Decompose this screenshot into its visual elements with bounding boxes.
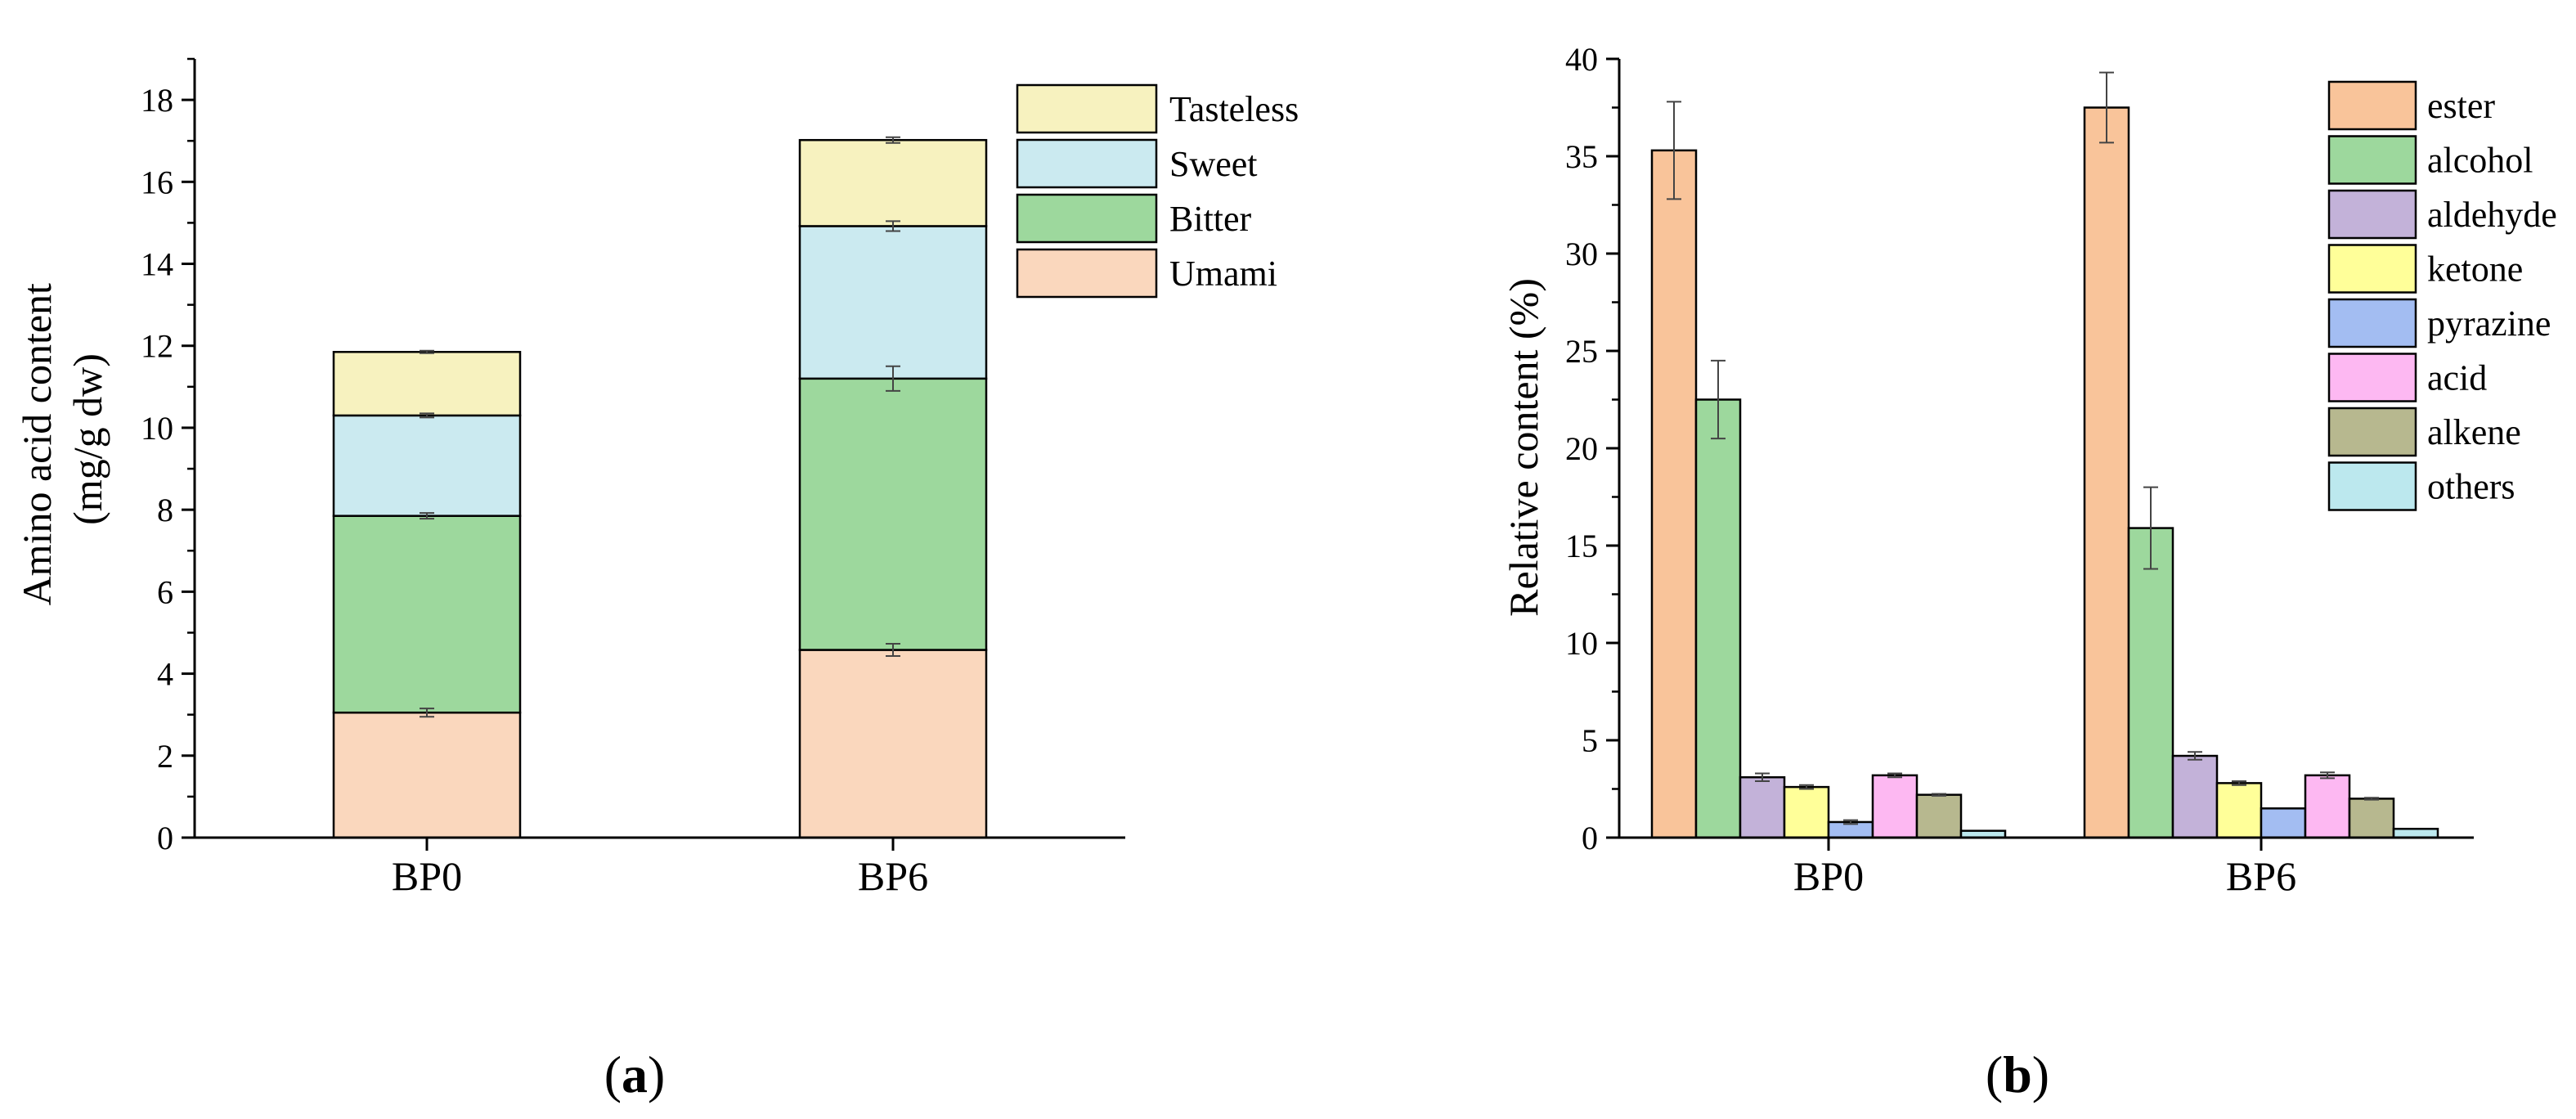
bar-bp0-sweet [332,414,522,517]
bar-bp6-alcohol [2127,527,2174,839]
panel-a-y-axis-title-line2: (mg/g dw) [65,353,110,525]
bar-bp0-aldehyde [1739,775,1786,839]
legend-swatch-others [2327,461,2417,511]
x-tick-label-bp0: BP0 [1793,853,1864,899]
panel-b-axes: 0 5 10 15 20 25 30 35 40 BP0 BP6 [1565,41,2474,899]
legend-swatch-alcohol [2327,135,2417,185]
legend-label-pyrazine: pyrazine [2427,303,2551,344]
legend-swatch-ester [2327,80,2417,131]
y-tick-label: 5 [1582,722,1598,759]
y-tick-label: 8 [157,492,173,528]
legend-swatch-alkene [2327,407,2417,457]
y-tick-label: 35 [1565,138,1598,175]
bar-bp6-ketone [2215,782,2263,839]
legend-label-sweet: Sweet [1169,144,1258,184]
bar-bp6-ester [2083,106,2130,839]
legend-label-ketone: ketone [2427,249,2523,290]
panel-a-axes: 0 2 4 6 8 10 12 14 16 18 BP0 BP6 [141,57,1125,899]
panel-a-label: (a) [604,1045,666,1103]
bar-bp6-alkene [2348,798,2395,839]
panel-b-y-axis-title: Relative content (%) [1501,278,1546,617]
y-tick-label: 0 [157,820,173,856]
panel-b-error-bars [1667,71,2379,825]
y-tick-label: 40 [1565,41,1598,78]
legend-swatch-tasteless [1016,83,1158,134]
y-tick-label: 10 [1565,625,1598,662]
x-tick-label-bp6: BP6 [2226,853,2296,899]
bar-bp6-tasteless [798,138,988,227]
bar-bp6-aldehyde [2171,754,2219,839]
panel-b-chart: 0 5 10 15 20 25 30 35 40 BP0 BP6 ester alcohol aldeh… [1501,41,2557,1103]
legend-label-acid: acid [2427,358,2487,398]
bar-bp6-sweet [798,225,988,380]
panel-a-chart: 0 2 4 6 8 10 12 14 16 18 BP0 BP6 Tasteless Sweet Bitt… [14,57,1299,1103]
y-tick-label: 14 [141,246,173,283]
bar-bp0-umami [332,711,522,839]
legend-label-alcohol: alcohol [2427,141,2533,181]
panel-a-error-bars [420,136,900,718]
y-tick-label: 0 [1582,820,1598,856]
bar-bp6-umami [798,649,988,839]
legend-swatch-bitter [1016,193,1158,244]
panel-a-bars [332,138,988,839]
bar-bp0-alkene [1915,793,1963,839]
legend-label-alkene: alkene [2427,412,2521,452]
legend-label-umami: Umami [1169,254,1277,294]
bar-bp6-acid [2304,774,2351,839]
panel-a-label-letter: a [622,1045,648,1103]
bar-bp0-bitter [332,515,522,714]
bar-bp6-others [2392,828,2439,839]
x-tick-label-bp0: BP0 [392,853,462,899]
legend-label-ester: ester [2427,86,2495,126]
panel-b-label: (b) [1986,1045,2049,1103]
bar-bp0-acid [1871,774,1919,839]
legend-swatch-ketone [2327,244,2417,294]
y-tick-label: 20 [1565,430,1598,467]
y-tick-label: 18 [141,82,173,119]
x-tick-label-bp6: BP6 [858,853,928,899]
legend-swatch-aldehyde [2327,189,2417,240]
panel-b-bars [1650,106,2439,839]
legend-swatch-umami [1016,248,1158,299]
legend-swatch-acid [2327,353,2417,402]
y-tick-label: 6 [157,573,173,610]
legend-label-aldehyde: aldehyde [2427,195,2557,235]
panel-a-y-axis-title: Amino acid content (mg/g dw) [14,273,110,606]
panel-b-label-letter: b [2003,1045,2032,1103]
legend-swatch-sweet [1016,138,1158,189]
legend-swatch-pyrazine [2327,298,2417,348]
y-tick-label: 4 [157,656,173,693]
y-tick-label: 12 [141,328,173,365]
y-tick-label: 2 [157,738,173,775]
y-tick-label: 25 [1565,333,1598,370]
bar-bp6-bitter [798,377,988,651]
panel-b-legend: ester alcohol aldehyde ketone pyrazine acid al… [2327,80,2557,511]
y-tick-label: 15 [1565,528,1598,564]
legend-label-tasteless: Tasteless [1169,89,1299,129]
legend-label-bitter: Bitter [1169,199,1252,239]
y-tick-label: 16 [141,164,173,200]
bar-bp0-ketone [1783,785,1830,839]
bar-bp6-pyrazine [2260,807,2307,839]
bar-bp0-tasteless [332,351,522,417]
legend-label-others: others [2427,467,2515,507]
bar-bp0-alcohol [1694,398,1742,839]
panel-a-legend: Tasteless Sweet Bitter Umami [1016,83,1299,299]
y-tick-label: 30 [1565,236,1598,272]
bar-bp0-ester [1650,149,1698,839]
y-tick-label: 10 [141,410,173,447]
panel-a-y-axis-title-line1: Amino acid content [14,283,60,605]
